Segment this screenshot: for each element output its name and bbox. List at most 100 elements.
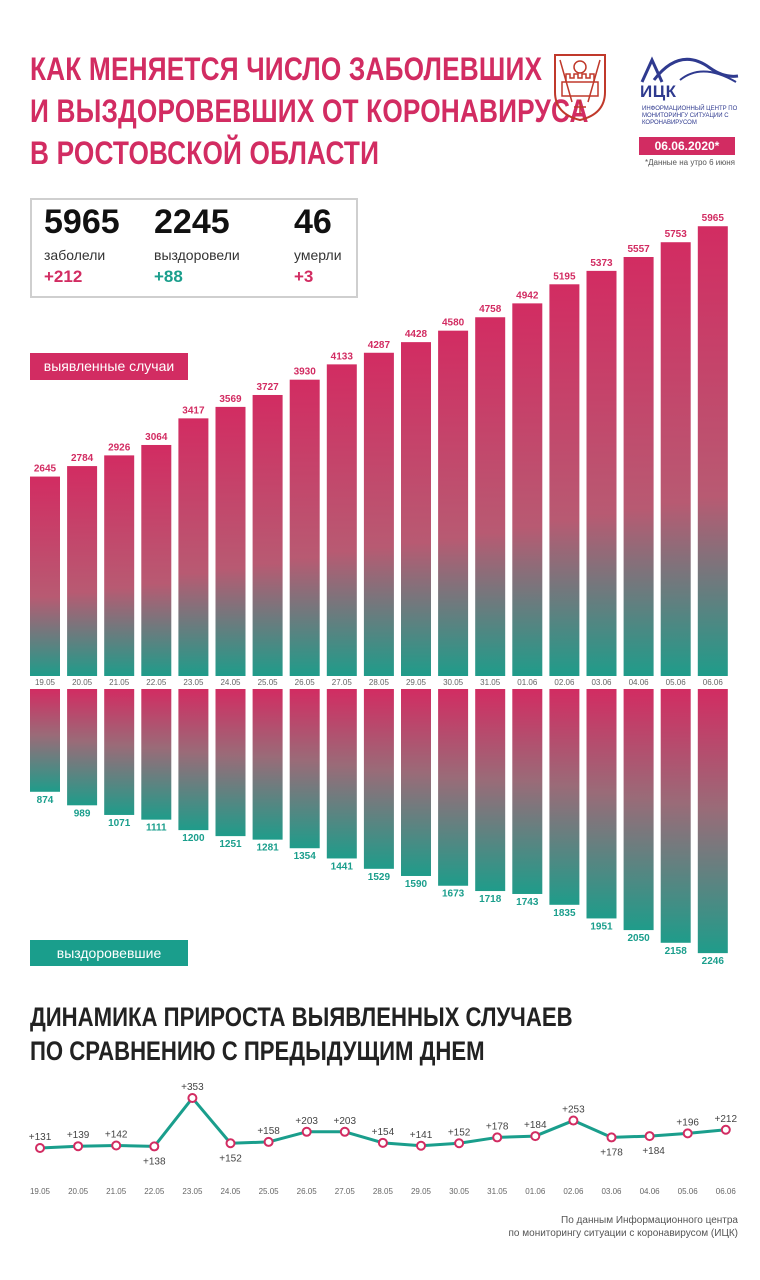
bar-label-recovered: 1200: [182, 833, 205, 844]
bar-recovered: [252, 689, 283, 840]
bar-cases: [252, 394, 283, 676]
page-title: КАК МЕНЯЕТСЯ ЧИСЛО ЗАБОЛЕВШИХ И ВЫЗДОРОВ…: [30, 48, 589, 174]
title-line: И ВЫЗДОРОВЕВШИХ ОТ КОРОНАВИРУСА: [30, 93, 589, 129]
itsk-logo-icon: [640, 56, 739, 83]
stats-box: 5965 заболели +212 2245 выздоровели +88 …: [30, 198, 358, 298]
logo-subtitle: Информационный центр по мониторингу ситу…: [642, 106, 738, 126]
stat-delta: +3: [294, 267, 314, 286]
bar-label-cases: 3064: [145, 432, 168, 443]
title-line: ПО СРАВНЕНИЮ С ПРЕДЫДУЩИМ ДНЕМ: [30, 1036, 485, 1066]
bar-cases: [512, 303, 543, 676]
source-note: По данным Информационного центра по мони…: [509, 1214, 739, 1240]
point-label: +203: [295, 1116, 318, 1127]
bar-recovered: [623, 689, 654, 931]
source-line: по мониторингу ситуации с коронавирусом …: [508, 1228, 739, 1239]
x-tick-label: 22.05: [144, 1187, 165, 1196]
bar-cases: [141, 444, 172, 676]
line-point: [492, 1132, 503, 1143]
x-tick-label: 03.06: [601, 1187, 622, 1196]
bar-label-cases: 4942: [516, 290, 539, 301]
x-tick-label: 20.05: [68, 1187, 89, 1196]
x-tick-label: 22.05: [146, 678, 167, 687]
x-tick-label: 05.06: [666, 678, 687, 687]
x-tick-label: 24.05: [220, 678, 241, 687]
x-tick-label: 25.05: [258, 678, 279, 687]
cases-tag: выявленные случаи: [30, 353, 188, 380]
x-tick-label: 26.05: [295, 678, 316, 687]
bar-label-cases: 3930: [294, 367, 317, 378]
bar-label-cases: 3727: [256, 382, 279, 393]
x-tick-label: 04.06: [629, 678, 650, 687]
x-tick-label: 29.05: [406, 678, 427, 687]
bar-label-recovered: 1071: [108, 818, 131, 829]
bar-label-cases: 5373: [590, 258, 613, 269]
line-point: [377, 1137, 388, 1148]
line-point: [682, 1128, 693, 1139]
bar-recovered: [67, 689, 98, 806]
x-tick-label: 30.05: [443, 678, 464, 687]
point-label: +178: [486, 1121, 509, 1132]
recovered-tag: выздоровевшие: [30, 940, 188, 966]
bar-label-recovered: 1281: [256, 843, 279, 854]
bar-recovered: [586, 689, 617, 919]
point-label: +138: [143, 1156, 166, 1167]
x-tick-label: 06.06: [703, 678, 724, 687]
x-tick-label: 05.06: [678, 1187, 699, 1196]
x-tick-label: 19.05: [30, 1187, 51, 1196]
coat-of-arms-icon: [554, 54, 606, 122]
point-label: +131: [29, 1132, 52, 1143]
x-tick-label: 19.05: [35, 678, 56, 687]
line-point: [35, 1143, 45, 1153]
bar-label-cases: 5195: [553, 271, 576, 282]
x-tick-label: 25.05: [259, 1187, 280, 1196]
bar-label-cases: 4133: [331, 351, 354, 362]
bar-cases: [697, 226, 728, 676]
line-point: [454, 1138, 465, 1149]
x-tick-label: 04.06: [640, 1187, 661, 1196]
point-label: +212: [715, 1114, 738, 1125]
point-label: +184: [524, 1120, 547, 1131]
bar-recovered: [401, 689, 431, 876]
bar-recovered: [475, 689, 506, 892]
bar-cases: [30, 476, 60, 676]
line-chart: +131 19.05 +139 20.05 +142 21.05 +138 22.05 +353…: [29, 1082, 738, 1196]
bar-recovered: [549, 689, 580, 905]
stat-delta: +88: [154, 267, 183, 286]
stat-delta: +212: [44, 267, 83, 286]
bar-label-cases: 3569: [219, 394, 242, 405]
bar-recovered: [215, 689, 246, 837]
bar-label-cases: 2784: [71, 453, 94, 464]
stat-value: 5965: [44, 203, 120, 241]
bar-label-cases: 4758: [479, 304, 502, 315]
point-label: +184: [642, 1146, 665, 1157]
bar-label-recovered: 1354: [294, 851, 317, 862]
bar-cases: [363, 352, 394, 676]
x-tick-label: 23.05: [182, 1187, 203, 1196]
bar-recovered: [660, 689, 691, 943]
line-point: [111, 1140, 122, 1151]
bar-cases: [289, 379, 320, 676]
point-label: +152: [219, 1153, 242, 1164]
line-point: [720, 1124, 731, 1135]
bar-label-recovered: 2050: [627, 933, 650, 944]
x-tick-label: 20.05: [72, 678, 93, 687]
x-tick-label: 02.06: [554, 678, 575, 687]
bar-label-recovered: 1718: [479, 894, 502, 905]
bar-recovered: [289, 689, 320, 849]
x-tick-label: 01.06: [517, 678, 538, 687]
bar-label-cases: 4287: [368, 340, 391, 351]
line-point: [606, 1132, 617, 1143]
point-label: +253: [562, 1105, 585, 1116]
bar-recovered: [178, 689, 209, 831]
bar-recovered: [697, 689, 728, 954]
bar-label-recovered: 1441: [331, 861, 354, 872]
date-badge: 06.06.2020*: [639, 137, 735, 155]
bar-cases: [438, 330, 469, 676]
point-label: +353: [181, 1082, 204, 1093]
stat-value: 46: [294, 203, 332, 241]
x-tick-label: 29.05: [411, 1187, 432, 1196]
point-label: +154: [372, 1127, 395, 1138]
bar-cases: [326, 364, 357, 676]
bar-label-cases: 3417: [182, 405, 205, 416]
x-tick-label: 28.05: [373, 1187, 394, 1196]
